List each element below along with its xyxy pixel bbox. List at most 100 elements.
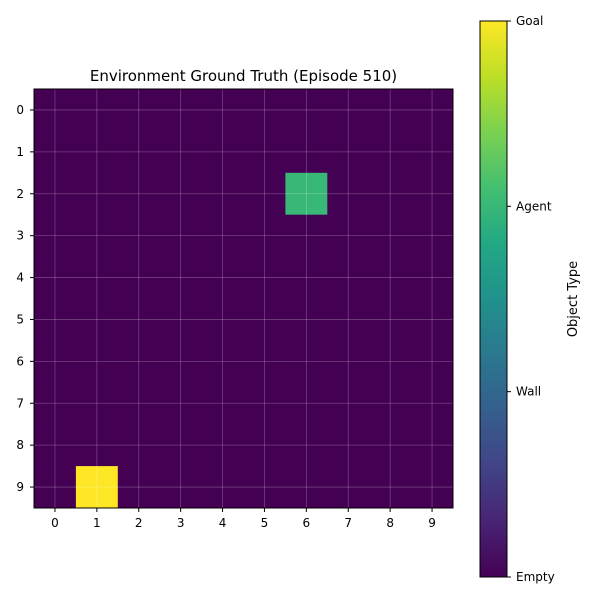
heatmap-cell-2-8: [369, 172, 412, 216]
heatmap-cell-0-5: [243, 89, 286, 132]
heatmap-cell-1-3: [159, 130, 203, 174]
y-tick-label-2: 2: [16, 187, 24, 201]
heatmap-cell-8-2: [117, 424, 161, 467]
heatmap-cell-6-4: [201, 340, 244, 383]
heatmap-cell-0-9: [411, 89, 454, 132]
colorbar: [479, 20, 508, 578]
heatmap-cell-3-3: [159, 214, 203, 258]
heatmap-cell-4-6: [285, 256, 328, 299]
colorbar-tick-label-1: Wall: [516, 385, 541, 399]
x-tick-label-0: 0: [51, 516, 59, 530]
heatmap-cell-8-3: [159, 424, 203, 467]
heatmap-cells: [34, 89, 454, 509]
heatmap-cell-6-9: [411, 340, 454, 383]
chart-title: Environment Ground Truth (Episode 510): [90, 67, 397, 85]
heatmap-cell-5-3: [159, 298, 203, 341]
heatmap-cell-2-9: [411, 172, 454, 216]
heatmap-cell-0-4: [201, 89, 244, 132]
heatmap-cell-3-1: [75, 214, 119, 258]
heatmap-cell-2-3: [159, 172, 203, 216]
heatmap-cell-0-7: [327, 89, 370, 132]
colorbar-tick-label-2: Agent: [516, 199, 552, 213]
heatmap-cell-8-6: [285, 424, 328, 467]
heatmap-cell-1-1: [75, 130, 119, 174]
heatmap-cell-1-2: [117, 130, 161, 174]
heatmap-cell-8-4: [201, 424, 244, 467]
heatmap-cell-2-0: [34, 172, 77, 216]
heatmap-cell-5-8: [369, 298, 412, 341]
heatmap-cell-7-1: [75, 382, 119, 425]
heatmap-cell-1-5: [243, 130, 286, 174]
y-tick-label-1: 1: [16, 145, 24, 159]
heatmap-cell-0-3: [159, 89, 203, 132]
heatmap-cell-8-5: [243, 424, 286, 467]
y-tick-label-0: 0: [16, 103, 24, 117]
heatmap-cell-1-4: [201, 130, 244, 174]
heatmap-cell-6-7: [327, 340, 370, 383]
heatmap-cell-9-0: [34, 466, 77, 509]
heatmap-cell-4-3: [159, 256, 203, 299]
heatmap-cell-1-7: [327, 130, 370, 174]
heatmap-cell-0-6: [285, 89, 328, 132]
heatmap-cell-5-7: [327, 298, 370, 341]
y-tick-label-5: 5: [16, 312, 24, 326]
heatmap-cell-1-9: [411, 130, 454, 174]
colorbar-tick-label-0: Empty: [516, 570, 555, 584]
heatmap-cell-3-5: [243, 214, 286, 258]
x-tick-label-3: 3: [177, 516, 185, 530]
heatmap-cell-8-8: [369, 424, 412, 467]
heatmap-cell-7-5: [243, 382, 286, 425]
heatmap-cell-5-2: [117, 298, 161, 341]
heatmap-cell-8-0: [34, 424, 77, 467]
heatmap-cell-5-0: [34, 298, 77, 341]
heatmap-cell-4-2: [117, 256, 161, 299]
y-tick-label-4: 4: [16, 271, 24, 285]
colorbar-ticks: Empty Wall Agent Goal: [507, 14, 555, 584]
x-tick-label-8: 8: [386, 516, 394, 530]
heatmap-cell-9-1: [75, 466, 119, 509]
colorbar-tick-label-3: Goal: [516, 14, 543, 28]
heatmap-cell-7-6: [285, 382, 328, 425]
heatmap-cell-7-3: [159, 382, 203, 425]
colorbar-label: Object Type: [566, 261, 581, 337]
heatmap-cell-9-4: [201, 466, 244, 509]
heatmap-cell-2-5: [243, 172, 286, 216]
heatmap-cell-7-9: [411, 382, 454, 425]
heatmap-cell-9-6: [285, 466, 328, 509]
heatmap-cell-0-2: [117, 89, 161, 132]
heatmap-cell-5-6: [285, 298, 328, 341]
heatmap-cell-7-8: [369, 382, 412, 425]
grid-lines: [34, 89, 453, 508]
heatmap-cell-1-8: [369, 130, 412, 174]
heatmap-cell-7-7: [327, 382, 370, 425]
x-axis-ticks: 0 1 2 3 4 5 6 7 8 9: [51, 508, 436, 530]
heatmap-cell-6-5: [243, 340, 286, 383]
heatmap-cell-5-1: [75, 298, 119, 341]
heatmap-cell-3-8: [369, 214, 412, 258]
heatmap-cell-3-4: [201, 214, 244, 258]
heatmap-cell-4-5: [243, 256, 286, 299]
heatmap-cell-5-9: [411, 298, 454, 341]
heatmap-cell-4-9: [411, 256, 454, 299]
heatmap-cell-0-8: [369, 89, 412, 132]
heatmap-cell-2-4: [201, 172, 244, 216]
heatmap-cell-6-8: [369, 340, 412, 383]
heatmap-cell-4-1: [75, 256, 119, 299]
heatmap-cell-4-4: [201, 256, 244, 299]
heatmap-cell-9-7: [327, 466, 370, 509]
heatmap-cell-2-7: [327, 172, 370, 216]
y-axis-ticks: 0 1 2 3 4 5 6 7 8 9: [16, 103, 34, 494]
y-tick-label-3: 3: [16, 229, 24, 243]
heatmap-cell-4-8: [369, 256, 412, 299]
y-tick-label-6: 6: [16, 354, 24, 368]
y-tick-label-7: 7: [16, 396, 24, 410]
heatmap-cell-9-5: [243, 466, 286, 509]
heatmap-cell-0-0: [34, 89, 77, 132]
y-tick-label-8: 8: [16, 438, 24, 452]
heatmap-cell-8-1: [75, 424, 119, 467]
heatmap-cell-3-2: [117, 214, 161, 258]
heatmap-cell-8-9: [411, 424, 454, 467]
heatmap-cell-6-0: [34, 340, 77, 383]
heatmap-cell-9-2: [117, 466, 161, 509]
